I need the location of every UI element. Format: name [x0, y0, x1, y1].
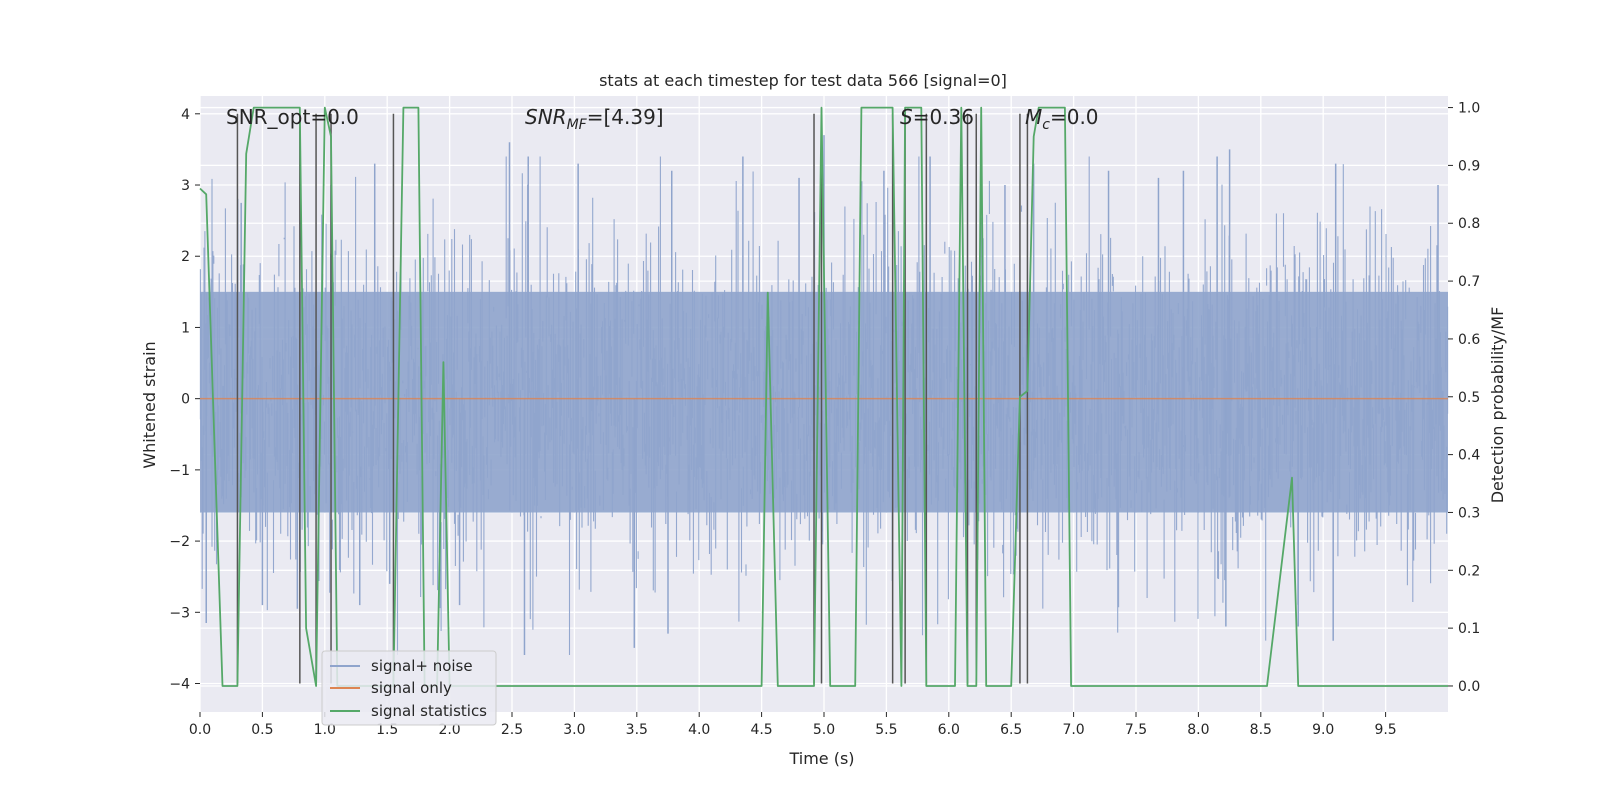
- x-tick-label: 4.0: [688, 722, 710, 738]
- y-axis-left-ticks: 4 3 2 1 0 −1 −2 −3 −4: [169, 107, 200, 693]
- signal-statistics-line: [199, 106, 1448, 687]
- annotation-snr-mf-symbol: SNR: [525, 105, 567, 129]
- series-signal-statistics: [199, 106, 1448, 687]
- x-tick-label: 9.5: [1374, 722, 1396, 738]
- y-right-tick-label: 1.0: [1458, 101, 1480, 117]
- x-tick-label: 3.5: [626, 722, 648, 738]
- annotation-snr-mf-value: =[4.39]: [587, 105, 664, 129]
- annotation-mc-value: =0.0: [1050, 105, 1099, 129]
- y-right-tick-label: 0.6: [1458, 332, 1480, 348]
- legend-label-signal-noise: signal+ noise: [371, 657, 473, 675]
- y-right-tick-label: 0.3: [1458, 505, 1480, 521]
- legend: signal+ noise signal only signal statist…: [321, 650, 497, 726]
- x-tick-label: 5.5: [875, 722, 897, 738]
- annotation-snr-mf: SNRMF=[4.39]: [525, 105, 664, 133]
- y-left-tick-label: −3: [169, 605, 190, 621]
- y-left-tick-label: 0: [181, 392, 190, 408]
- x-tick-label: 8.0: [1187, 722, 1209, 738]
- x-tick-label: 0.5: [251, 722, 273, 738]
- y-right-tick-label: 0.5: [1458, 390, 1480, 406]
- y-axis-right-ticks: 1.0 0.9 0.8 0.7 0.6 0.5 0.4 0.3 0.2 0.1 0.0: [1448, 101, 1480, 695]
- y-left-tick-label: 4: [181, 107, 190, 123]
- x-axis-label: Time (s): [788, 749, 854, 768]
- x-axis-ticks: 0.0 0.5 1.0 1.5 2.0 2.5 3.0 3.5 4.0 4.5 5.0 5.5 6.0 6…: [189, 712, 1397, 738]
- x-tick-label: 8.5: [1250, 722, 1272, 738]
- legend-label-signal-only: signal only: [371, 679, 452, 697]
- y-right-tick-label: 0.4: [1458, 448, 1480, 464]
- y-right-tick-label: 0.7: [1458, 274, 1480, 290]
- y-left-tick-label: 2: [181, 249, 190, 265]
- y-left-tick-label: 3: [181, 178, 190, 194]
- annotation-mc-symbol: M: [1025, 105, 1042, 129]
- legend-label-signal-statistics: signal statistics: [371, 702, 487, 720]
- x-tick-label: 0.0: [189, 722, 211, 738]
- annotation-snr-mf-subscript: MF: [567, 117, 588, 133]
- x-tick-label: 2.0: [438, 722, 460, 738]
- detection-markers: [236, 113, 1029, 684]
- chart-title: stats at each timestep for test data 566…: [599, 71, 1007, 90]
- x-tick-label: 7.0: [1062, 722, 1084, 738]
- x-tick-label: 1.0: [314, 722, 336, 738]
- annotation-s-value: =0.36: [913, 105, 974, 129]
- x-tick-label: 5.0: [813, 722, 835, 738]
- x-tick-label: 6.0: [938, 722, 960, 738]
- y-right-tick-label: 0.0: [1458, 679, 1480, 695]
- y-right-tick-label: 0.2: [1458, 563, 1480, 579]
- y-axis-left-label: Whitened strain: [140, 341, 159, 468]
- x-tick-label: 4.5: [750, 722, 772, 738]
- y-right-tick-label: 0.8: [1458, 216, 1480, 232]
- y-left-tick-label: −4: [169, 677, 190, 693]
- y-right-tick-label: 0.9: [1458, 158, 1480, 174]
- y-left-tick-label: 1: [181, 320, 190, 336]
- x-tick-label: 2.5: [501, 722, 523, 738]
- legend-box: [321, 650, 497, 726]
- y-left-tick-label: −1: [169, 463, 190, 479]
- annotation-mc-subscript: c: [1042, 117, 1050, 133]
- y-right-tick-label: 0.1: [1458, 621, 1480, 637]
- y-axis-right-label: Detection probability/MF: [1488, 307, 1507, 504]
- annotation-s-symbol: S: [900, 105, 913, 129]
- x-tick-label: 3.0: [563, 722, 585, 738]
- x-tick-label: 1.5: [376, 722, 398, 738]
- annotation-snr-opt: SNR_opt=0.0: [226, 105, 359, 129]
- x-tick-label: 9.0: [1312, 722, 1334, 738]
- y-left-tick-label: −2: [169, 534, 190, 550]
- x-tick-label: 7.5: [1125, 722, 1147, 738]
- annotation-s: S=0.36: [900, 105, 974, 129]
- annotation-mc: Mc=0.0: [1025, 105, 1099, 133]
- x-tick-label: 6.5: [1000, 722, 1022, 738]
